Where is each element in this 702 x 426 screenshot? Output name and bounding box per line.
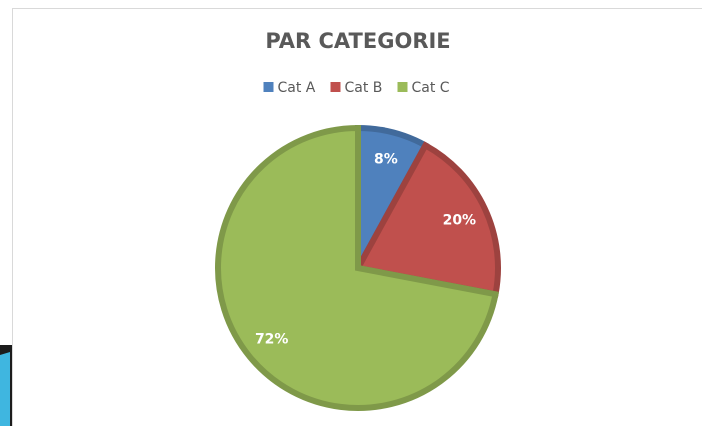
data-label: 20%: [443, 212, 477, 228]
pie-slice: [353, 141, 501, 298]
data-label: 72%: [255, 331, 289, 347]
data-labels: 8% 20% 72%: [255, 152, 476, 348]
chart-title: PAR CATEGORIE: [265, 29, 450, 53]
corner-decoration: [0, 345, 14, 426]
legend-swatch: [263, 82, 274, 92]
legend-label: Cat C: [412, 80, 450, 96]
legend-swatch: [397, 82, 408, 92]
legend-label: Cat B: [345, 80, 383, 96]
legend: Cat A Cat B Cat C: [263, 80, 450, 96]
legend-label: Cat A: [278, 80, 316, 96]
data-label: 8%: [374, 152, 398, 168]
pie: [215, 124, 501, 411]
legend-swatch: [330, 82, 341, 92]
pie-slice: [215, 124, 500, 411]
